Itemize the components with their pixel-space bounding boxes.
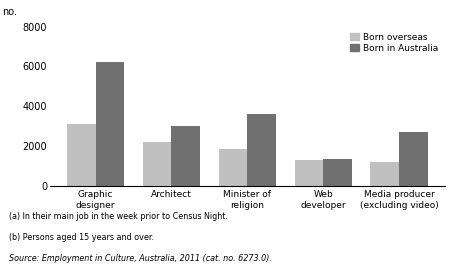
Bar	[323, 159, 352, 185]
Bar	[67, 124, 95, 186]
Text: Source: Employment in Culture, Australia, 2011 (cat. no. 6273.0).: Source: Employment in Culture, Australia…	[9, 254, 272, 263]
Bar	[400, 132, 428, 186]
Text: (b) Persons aged 15 years and over.: (b) Persons aged 15 years and over.	[9, 233, 154, 242]
Legend: Born overseas, Born in Australia: Born overseas, Born in Australia	[348, 31, 440, 54]
Text: no.: no.	[3, 7, 18, 17]
Bar	[172, 126, 200, 186]
Bar	[295, 160, 323, 186]
Bar	[370, 162, 400, 186]
Text: (a) In their main job in the week prior to Census Night.: (a) In their main job in the week prior …	[9, 212, 228, 221]
Bar	[218, 149, 247, 186]
Bar	[247, 114, 276, 186]
Bar	[95, 62, 124, 186]
Bar	[143, 142, 172, 186]
